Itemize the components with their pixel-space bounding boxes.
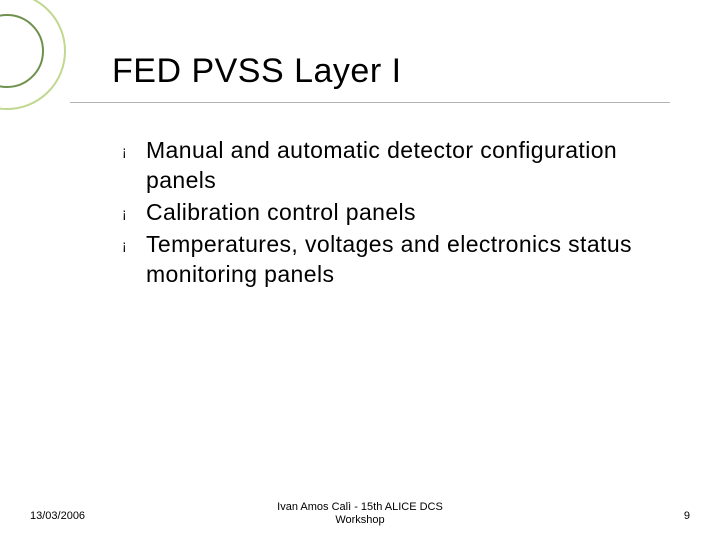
list-item: ¡ Temperatures, voltages and electronics… — [122, 230, 682, 290]
footer-page-number: 9 — [684, 510, 690, 522]
bullet-marker-icon: ¡ — [122, 198, 146, 221]
bullet-list: ¡ Manual and automatic detector configur… — [122, 136, 682, 291]
list-item: ¡ Manual and automatic detector configur… — [122, 136, 682, 196]
title-underline — [70, 102, 670, 103]
footer-center-line2: Workshop — [335, 514, 384, 526]
bullet-text: Calibration control panels — [146, 198, 682, 228]
bullet-marker-icon: ¡ — [122, 230, 146, 253]
bullet-text: Temperatures, voltages and electronics s… — [146, 230, 682, 290]
footer-center: Ivan Amos Calì - 15th ALICE DCS Workshop — [0, 501, 720, 529]
footer-center-line1: Ivan Amos Calì - 15th ALICE DCS — [277, 501, 443, 513]
list-item: ¡ Calibration control panels — [122, 198, 682, 228]
bullet-text: Manual and automatic detector configurat… — [146, 136, 682, 196]
slide-title: FED PVSS Layer I — [112, 52, 402, 91]
bullet-marker-icon: ¡ — [122, 136, 146, 159]
